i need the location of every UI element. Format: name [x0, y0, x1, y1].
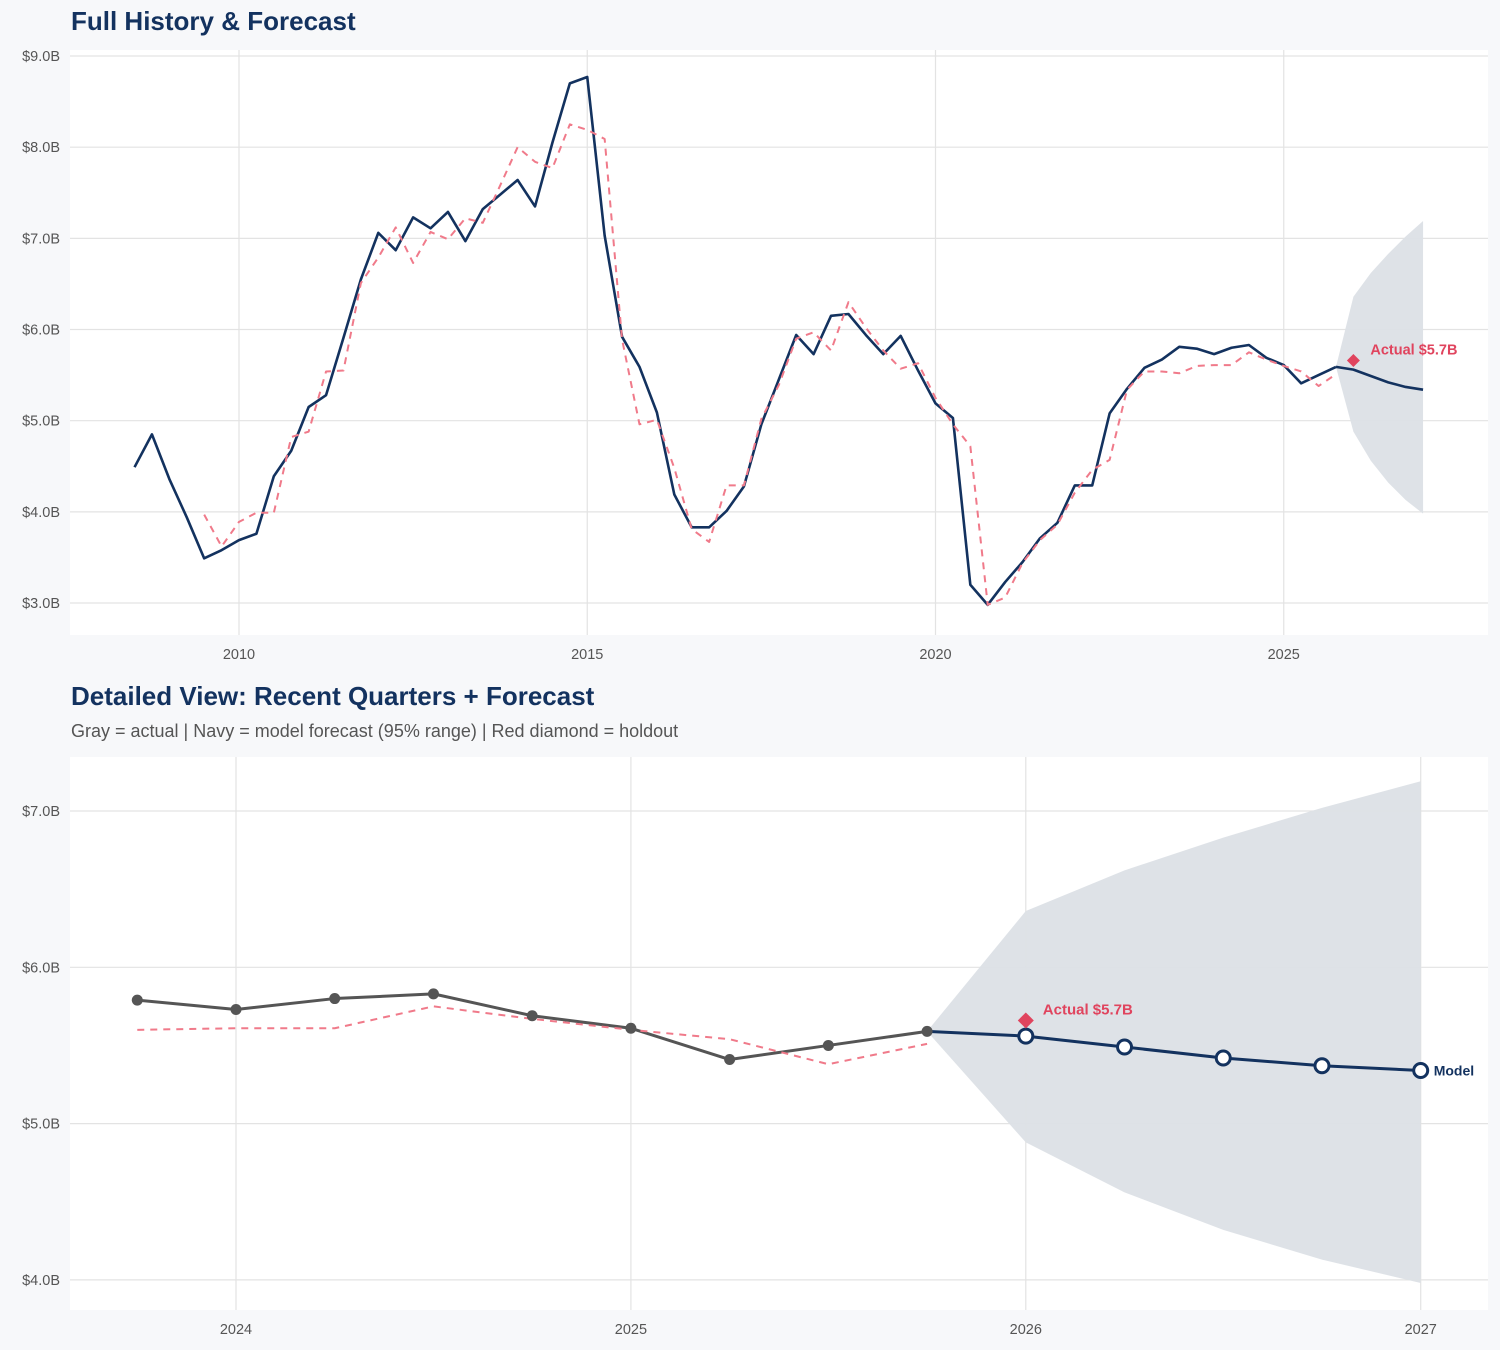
forecast-point	[1116, 1038, 1134, 1056]
y-tick-label: $5.0B	[22, 1117, 60, 1133]
y-tick-label: $6.0B	[22, 960, 60, 976]
x-tick-label: 2024	[220, 1322, 252, 1338]
plot-area	[70, 50, 1488, 635]
y-tick-label: $8.0B	[22, 140, 60, 156]
bottom-chart-subtitle: Gray = actual | Navy = model forecast (9…	[71, 721, 679, 741]
forecast-series-line	[927, 1029, 1421, 1072]
forecast-confidence-band	[927, 781, 1421, 1284]
holdout-diamond	[1017, 1012, 1034, 1029]
y-tick-label: $5.0B	[22, 414, 60, 430]
x-tick-label: 2020	[919, 647, 951, 663]
chart-0: $3.0B $4.0B $5.0B $6.0B $7.0B $8.0B $9.0B 2010 2…	[22, 49, 1488, 663]
x-tick-label: 2025	[615, 1322, 647, 1338]
x-tick-label: 2025	[1268, 647, 1300, 663]
y-tick-label: $3.0B	[22, 596, 60, 612]
forecast-point	[1017, 1027, 1035, 1045]
actual-point	[724, 1054, 736, 1066]
y-tick-label: $4.0B	[22, 1273, 60, 1289]
y-tick-label: $4.0B	[22, 505, 60, 521]
actual-point	[526, 1010, 538, 1022]
holdout-diamond	[1346, 354, 1360, 368]
x-tick-label: 2027	[1405, 1322, 1437, 1338]
x-tick-label: 2026	[1010, 1322, 1042, 1338]
actual-series-line	[133, 75, 1337, 607]
y-tick-label: $7.0B	[22, 804, 60, 820]
y-tick-label: $7.0B	[22, 231, 60, 247]
chart-1: $4.0B $5.0B $6.0B $7.0B 2024 2025 2026 2027 Mode…	[22, 757, 1488, 1338]
model-label: Model	[1434, 1062, 1474, 1078]
top-chart-title: Full History & Forecast	[71, 6, 356, 36]
forecast-point	[1214, 1049, 1232, 1067]
x-tick-label: 2015	[571, 647, 603, 663]
holdout-label: Actual $5.7B	[1370, 343, 1457, 359]
y-tick-label: $9.0B	[22, 49, 60, 65]
forecast-point	[1313, 1057, 1331, 1075]
y-tick-label: $6.0B	[22, 323, 60, 339]
actual-point	[921, 1025, 933, 1037]
bottom-chart-title: Detailed View: Recent Quarters + Forecas…	[71, 681, 595, 711]
actual-point	[230, 1004, 242, 1016]
actual-point	[625, 1022, 637, 1034]
actual-point	[131, 994, 143, 1006]
forecast-point	[1412, 1061, 1430, 1079]
dashed-series-line	[137, 1005, 928, 1066]
forecast-confidence-band	[1335, 221, 1424, 514]
holdout-label: Actual $5.7B	[1043, 1001, 1133, 1018]
forecast-series-line	[1335, 365, 1424, 391]
actual-point	[427, 988, 439, 1000]
x-tick-label: 2010	[223, 647, 255, 663]
actual-point	[822, 1039, 834, 1051]
actual-point	[329, 993, 341, 1005]
